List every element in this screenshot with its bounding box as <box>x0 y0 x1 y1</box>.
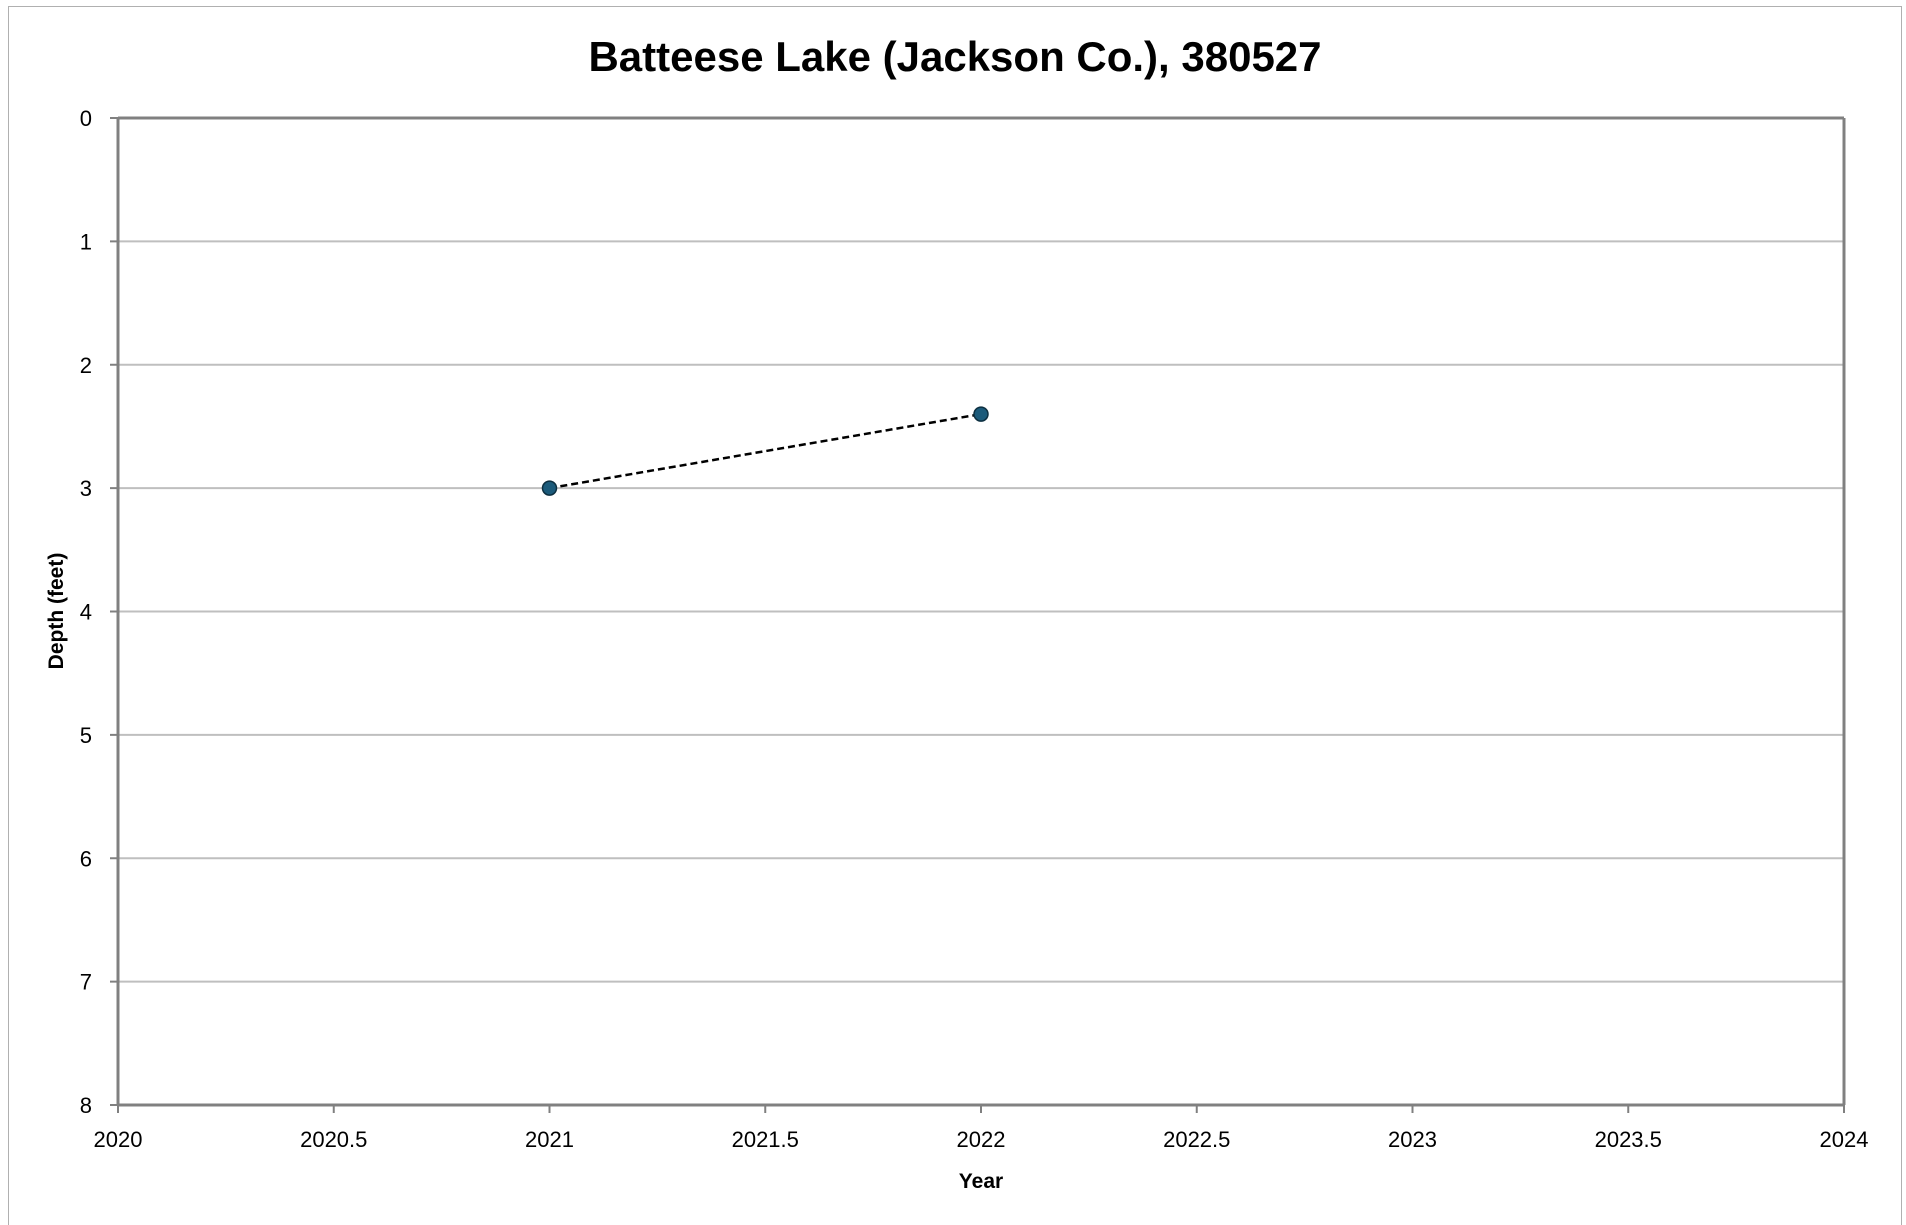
y-tick-label: 2 <box>80 353 92 378</box>
x-tick-label: 2020.5 <box>300 1127 367 1152</box>
y-tick-label: 5 <box>80 723 92 748</box>
y-tick-label: 3 <box>80 476 92 501</box>
x-tick-label: 2020 <box>94 1127 143 1152</box>
x-tick-label: 2021.5 <box>732 1127 799 1152</box>
y-tick-label: 8 <box>80 1093 92 1118</box>
x-tick-label: 2022 <box>957 1127 1006 1152</box>
chart-frame <box>8 6 1902 1225</box>
x-tick-labels: 2020 2020.5 2021 2021.5 2022 2022.5 2023 2023.5… <box>94 1127 1869 1152</box>
y-tick-label: 4 <box>80 600 92 625</box>
x-tick-label: 2022.5 <box>1163 1127 1230 1152</box>
series-layer <box>541 406 989 496</box>
y-tick-labels: 0 1 2 3 4 5 6 7 8 <box>80 106 92 1118</box>
y-tick-label: 6 <box>80 846 92 871</box>
axes <box>110 116 1846 1113</box>
y-axis-label: Depth (feet) <box>45 553 68 670</box>
y-tick-label: 7 <box>80 970 92 995</box>
x-axis-label: Year <box>959 1170 1003 1193</box>
data-point <box>973 406 989 422</box>
y-tick-label: 0 <box>80 106 92 131</box>
y-tick-label: 1 <box>80 229 92 254</box>
data-point <box>541 480 558 496</box>
chart-title: Batteese Lake (Jackson Co.), 380527 <box>588 33 1321 80</box>
x-tick-label: 2024 <box>1820 1127 1869 1152</box>
x-tick-label: 2023 <box>1388 1127 1437 1152</box>
gridlines <box>118 240 1844 983</box>
series-line <box>549 412 982 490</box>
x-tick-label: 2023.5 <box>1595 1127 1662 1152</box>
x-tick-label: 2021 <box>525 1127 574 1152</box>
